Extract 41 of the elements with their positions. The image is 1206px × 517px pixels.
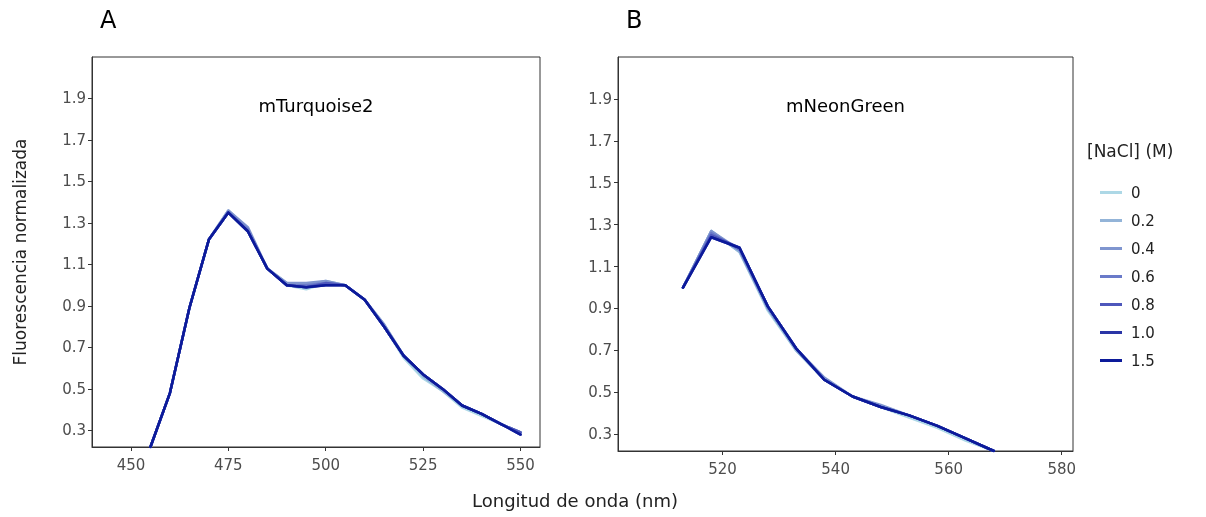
x-tick-label: 450 (116, 455, 146, 474)
annotation: mNeonGreen (785, 94, 906, 116)
x-tick-label: 500 (311, 455, 341, 474)
y-tick-label: 1.1 (588, 257, 612, 276)
y-tick-label: 1.3 (588, 215, 612, 234)
y-tick-label: 1.1 (62, 255, 86, 274)
legend-label: 0.8 (1131, 295, 1155, 314)
legend-label: 0 (1131, 183, 1141, 202)
chart-title: A (100, 6, 117, 34)
y-tick-label: 0.3 (62, 421, 86, 440)
y-tick-label: 1.5 (588, 173, 612, 192)
y-tick-label: 1.7 (588, 131, 612, 150)
y-tick-label: 1.5 (62, 172, 86, 191)
y-tick-label: 0.7 (62, 338, 86, 357)
y-tick-label: 0.5 (62, 379, 86, 398)
legend-title: [NaCl] (M) (1087, 140, 1174, 161)
y-tick-label: 0.9 (62, 296, 86, 315)
y-tick-label: 1.9 (588, 89, 612, 108)
x-tick-label: 540 (821, 459, 850, 478)
y-tick-label: 1.9 (62, 89, 86, 108)
x-tick-label: 550 (506, 455, 535, 474)
legend-label: 0.6 (1131, 267, 1155, 286)
legend-label: 1.0 (1131, 323, 1155, 342)
y-tick-label: 0.7 (588, 341, 612, 360)
annotation: mTurquoise2 (258, 94, 374, 116)
legend-label: 0.4 (1131, 239, 1155, 258)
x-tick-label: 520 (708, 459, 737, 478)
y-axis-title: Fluorescencia normalizada (10, 138, 30, 366)
x-tick-label: 475 (214, 455, 243, 474)
y-tick-label: 0.3 (588, 425, 612, 444)
y-tick-label: 0.9 (588, 299, 612, 318)
chart-title: B (626, 6, 643, 34)
y-tick-label: 0.5 (588, 383, 612, 402)
legend-label: 1.5 (1131, 351, 1155, 370)
x-axis-title: Longitud de onda (nm) (472, 490, 678, 511)
x-tick-label: 525 (408, 455, 438, 474)
y-tick-label: 1.7 (62, 130, 86, 149)
legend-label: 0.2 (1131, 211, 1155, 230)
x-tick-label: 560 (934, 459, 963, 478)
x-tick-label: 580 (1047, 459, 1077, 478)
y-tick-label: 1.3 (62, 213, 86, 232)
